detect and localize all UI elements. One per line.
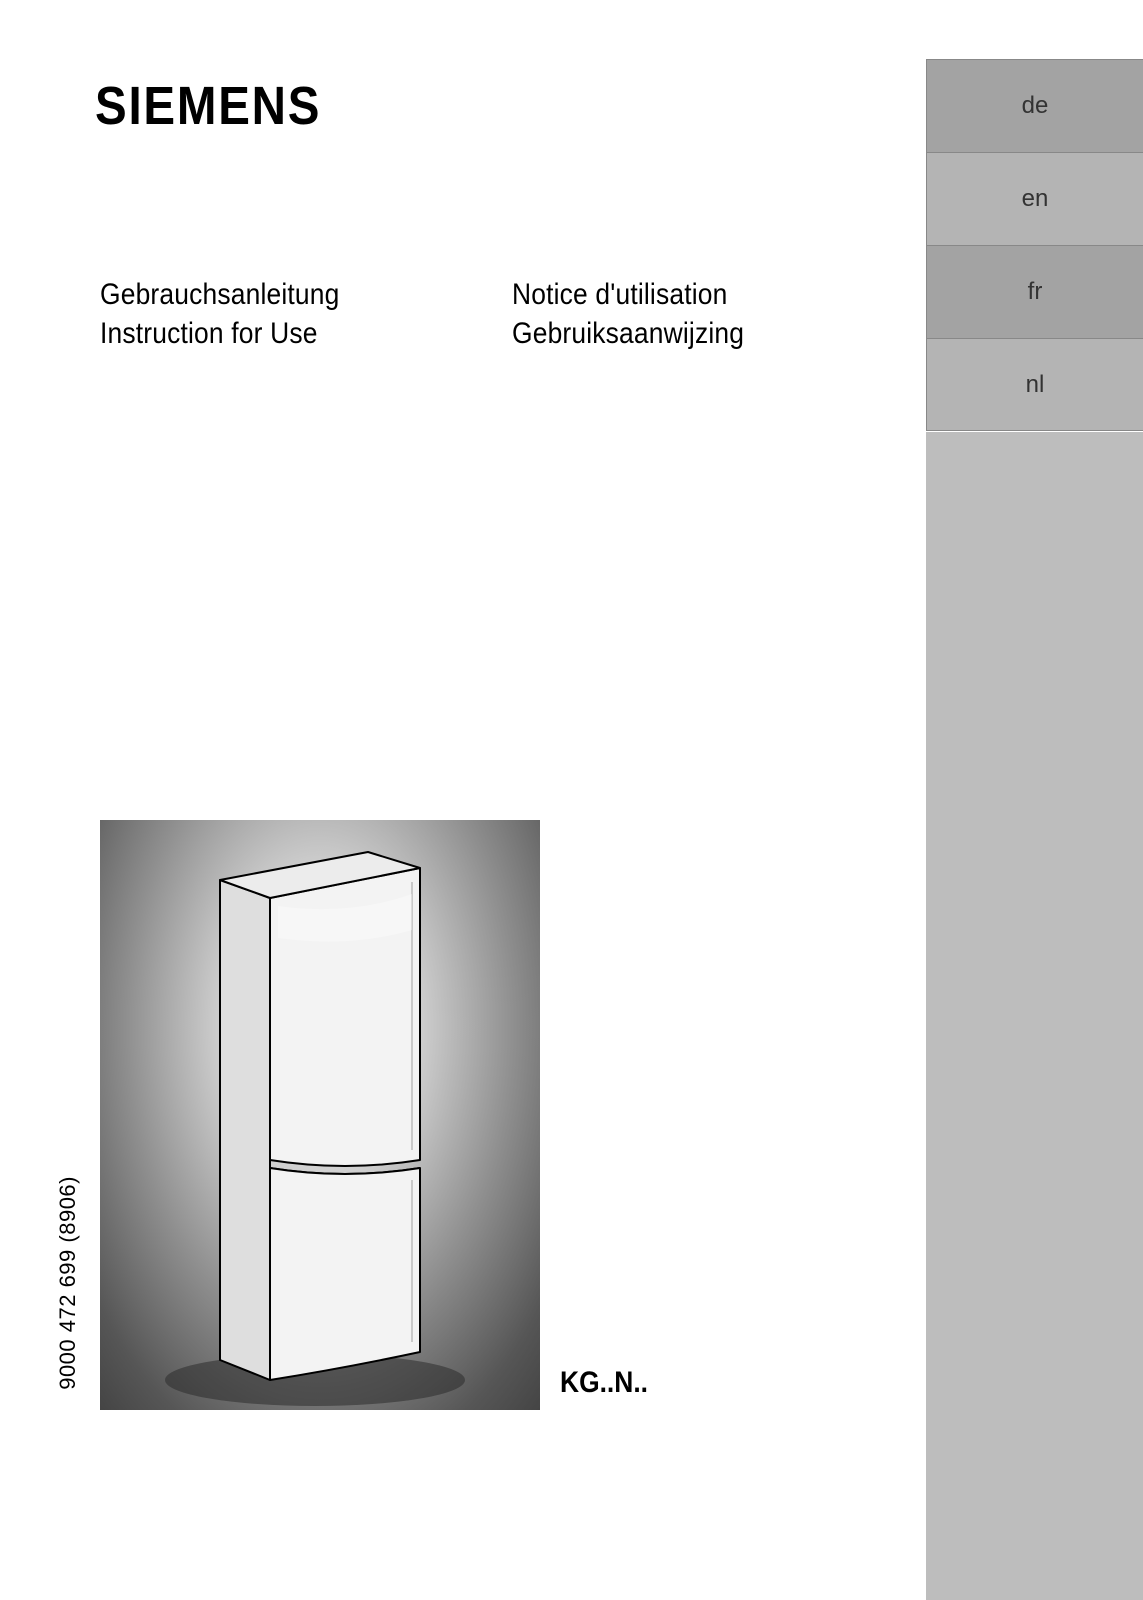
product-illustration	[100, 820, 540, 1410]
lang-tab-nl[interactable]: nl	[926, 338, 1143, 431]
right-grey-column	[926, 432, 1143, 1600]
brand-logo: SIEMENS	[95, 75, 321, 137]
title-col-2: Notice d'utilisation Gebruiksaanwijzing	[512, 275, 776, 353]
title-de: Gebrauchsanleitung	[100, 275, 339, 314]
lang-tab-fr[interactable]: fr	[926, 245, 1143, 338]
document-number: 9000 472 699 (8906)	[55, 1176, 81, 1390]
fridge-drawing-icon	[100, 820, 540, 1410]
model-number: KG..N..	[560, 1366, 648, 1400]
language-tabs: de en fr nl	[926, 59, 1143, 431]
manual-cover-page: SIEMENS Gebrauchsanleitung Instruction f…	[0, 0, 1143, 1600]
title-en: Instruction for Use	[100, 314, 339, 353]
title-col-1: Gebrauchsanleitung Instruction for Use	[100, 275, 372, 353]
lang-tab-de[interactable]: de	[926, 59, 1143, 152]
lang-tab-en[interactable]: en	[926, 152, 1143, 245]
title-block: Gebrauchsanleitung Instruction for Use N…	[100, 275, 803, 353]
title-nl: Gebruiksaanwijzing	[512, 314, 744, 353]
title-fr: Notice d'utilisation	[512, 275, 744, 314]
